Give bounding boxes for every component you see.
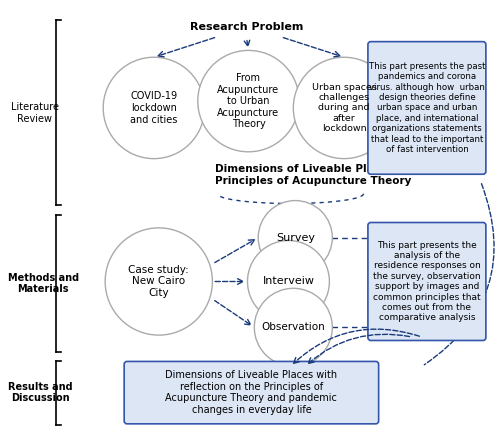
Circle shape	[258, 201, 332, 275]
Text: Survey: Survey	[276, 233, 315, 243]
Circle shape	[248, 241, 330, 323]
Text: Results and
Discussion: Results and Discussion	[8, 382, 72, 404]
Circle shape	[254, 288, 332, 366]
Text: Urban spaces
challenges
during and
after
lockdown: Urban spaces challenges during and after…	[312, 83, 376, 133]
Text: Case study:
New Cairo
City: Case study: New Cairo City	[128, 265, 189, 298]
FancyBboxPatch shape	[368, 222, 486, 340]
Text: Dimensions of Liveable Places with
reflection on the Principles of
Acupuncture T: Dimensions of Liveable Places with refle…	[166, 370, 338, 415]
Circle shape	[294, 57, 394, 158]
Text: Dimensions of Liveable Places: Dimensions of Liveable Places	[216, 164, 394, 174]
Circle shape	[103, 57, 204, 158]
Text: Observation: Observation	[262, 322, 325, 332]
Text: COVID-19
lockdown
and cities: COVID-19 lockdown and cities	[130, 91, 178, 125]
Text: Principles of Acupuncture Theory: Principles of Acupuncture Theory	[216, 176, 412, 186]
Circle shape	[105, 228, 212, 335]
Text: From
Acupuncture
to Urban
Acupuncture
Theory: From Acupuncture to Urban Acupuncture Th…	[218, 73, 280, 129]
FancyBboxPatch shape	[368, 42, 486, 174]
FancyBboxPatch shape	[124, 361, 378, 424]
Text: Methods and
Materials: Methods and Materials	[8, 273, 79, 294]
Text: Interveiw: Interveiw	[262, 276, 314, 287]
Circle shape	[198, 50, 299, 152]
Text: Literature
Review: Literature Review	[10, 102, 58, 124]
Text: This part presents the past
pandemics and corona
virus. although how  urban
desi: This part presents the past pandemics an…	[368, 62, 485, 154]
Text: This part presents the
analysis of the
residence responses on
the survey, observ: This part presents the analysis of the r…	[373, 241, 480, 322]
Text: Research Problem: Research Problem	[190, 22, 303, 32]
